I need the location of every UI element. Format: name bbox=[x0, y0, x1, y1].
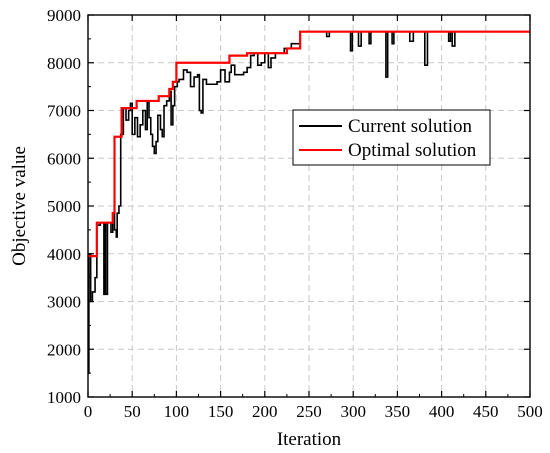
x-tick-label: 350 bbox=[385, 402, 411, 421]
series-line-current-solution bbox=[88, 30, 530, 374]
legend: Current solution Optimal solution bbox=[292, 109, 491, 166]
legend-label-current-solution: Current solution bbox=[348, 116, 473, 137]
x-tick-label: 250 bbox=[296, 402, 322, 421]
series-line-optimal-solution bbox=[88, 30, 530, 258]
y-tick-label: 8000 bbox=[47, 54, 81, 73]
series-layer bbox=[88, 30, 530, 374]
axis-ticks: 0 50 100 150 200 250 300 350 400 450 500 1000 2000 30… bbox=[47, 6, 543, 421]
legend-box bbox=[292, 109, 491, 166]
grid-lines bbox=[88, 15, 530, 397]
y-tick-label: 1000 bbox=[47, 388, 81, 407]
legend-label-optimal-solution: Optimal solution bbox=[348, 140, 477, 161]
x-tick-label: 100 bbox=[164, 402, 190, 421]
x-tick-label: 50 bbox=[124, 402, 141, 421]
y-tick-label: 4000 bbox=[47, 245, 81, 264]
x-tick-label: 0 bbox=[84, 402, 93, 421]
y-axis-title: Objective value bbox=[9, 146, 30, 266]
x-tick-label: 150 bbox=[208, 402, 234, 421]
x-tick-label: 300 bbox=[340, 402, 366, 421]
y-tick-label: 3000 bbox=[47, 293, 81, 312]
x-tick-label: 200 bbox=[252, 402, 278, 421]
y-tick-label: 9000 bbox=[47, 6, 81, 25]
y-tick-label: 7000 bbox=[47, 102, 81, 121]
y-tick-label: 6000 bbox=[47, 149, 81, 168]
y-tick-label: 5000 bbox=[47, 197, 81, 216]
x-axis-title: Iteration bbox=[277, 429, 342, 450]
x-tick-label: 500 bbox=[517, 402, 543, 421]
y-tick-label: 2000 bbox=[47, 340, 81, 359]
x-tick-label: 400 bbox=[429, 402, 455, 421]
x-tick-label: 450 bbox=[473, 402, 499, 421]
